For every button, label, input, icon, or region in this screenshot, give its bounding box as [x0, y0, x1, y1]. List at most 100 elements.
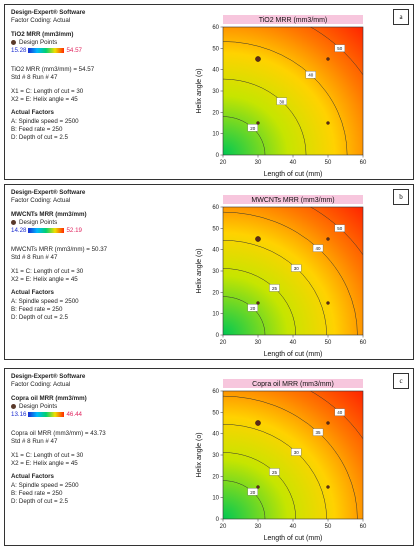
color-scale: 14.28 52.19: [11, 227, 181, 235]
x-tick-label: 40: [290, 340, 297, 346]
design-point: [326, 121, 330, 125]
value-line: MWCNTs MRR (mm3/mm) = 50.37: [11, 245, 108, 253]
y-tick-label: 40: [212, 248, 219, 254]
x-tick-label: 50: [325, 524, 332, 530]
panel-b: Design-Expert® Software Factor Coding: A…: [4, 184, 414, 360]
x-tick-label: 60: [360, 160, 367, 166]
colorbar: [28, 228, 65, 234]
software-title: Design-Expert® Software: [11, 373, 86, 380]
design-point: [256, 121, 260, 125]
x2-setting: X2 = E: Helix angle = 45: [11, 459, 78, 467]
x-tick-label: 20: [220, 524, 227, 530]
factor-coding: Factor Coding: Actual: [11, 17, 71, 25]
design-point: [326, 485, 330, 489]
y-tick-label: 20: [212, 290, 219, 296]
contour-label-box: [247, 304, 258, 312]
factor-coding: Factor Coding: Actual: [11, 381, 71, 389]
x2-setting: X2 = E: Helix angle = 45: [11, 95, 78, 103]
software-title: Design-Expert® Software: [11, 189, 86, 196]
y-tick-label: 20: [212, 474, 219, 480]
contour-label: 50: [337, 226, 343, 231]
title-banner: [223, 195, 363, 204]
x-tick-label: 50: [325, 340, 332, 346]
contour-label-box: [291, 264, 302, 272]
y-axis-label: Helix angle (o): [196, 432, 203, 477]
contour-label-box: [334, 224, 345, 232]
title-banner: [223, 379, 363, 388]
contour-label: 40: [308, 73, 314, 78]
x1-setting: X1 = C: Length of cut = 30: [11, 87, 84, 95]
contour-label-box: [291, 448, 302, 456]
actual-factors-title: Actual Factors: [11, 109, 54, 117]
design-points-label: Design Points: [19, 39, 58, 47]
design-point: [326, 57, 330, 61]
value-line: Copra oil MRR (mm3/mm) = 43.73: [11, 429, 106, 437]
range-high: 46.44: [66, 411, 82, 419]
y-axis-label: Helix angle (o): [196, 68, 203, 113]
factor-a: A: Spindle speed = 2500: [11, 481, 79, 489]
contour-label: 20: [250, 306, 256, 311]
design-point: [326, 237, 330, 241]
design-points-legend: Design Points: [11, 403, 181, 411]
std-run: Std # 8 Run # 47: [11, 74, 58, 82]
factor-a: A: Spindle speed = 2500: [11, 297, 79, 305]
x-tick-label: 20: [220, 340, 227, 346]
design-point: [326, 421, 330, 425]
contour-label: 20: [250, 126, 256, 131]
design-point: [256, 301, 260, 305]
factor-b: B: Feed rate = 250: [11, 125, 63, 133]
x-tick-label: 50: [325, 160, 332, 166]
response-title: TiO2 MRR (mm3/mm): [11, 30, 74, 38]
y-tick-label: 0: [216, 517, 220, 523]
contour-chart-a: TiO2 MRR (mm3/mm) 20 30 40 50 20 30 40 50 60 0 10 20…: [196, 15, 367, 178]
actual-factors-title: Actual Factors: [11, 289, 54, 297]
panel-a: Design-Expert® Software Factor Coding: A…: [4, 4, 414, 180]
colorbar: [28, 412, 65, 418]
factor-a: A: Spindle speed = 2500: [11, 117, 79, 125]
design-point-icon: [11, 219, 16, 225]
design-points-legend: Design Points: [11, 39, 181, 47]
panel-tag: c: [393, 373, 409, 389]
range-high: 54.57: [66, 47, 82, 55]
factor-d: D: Depth of cut = 2.5: [11, 314, 68, 322]
software-title: Design-Expert® Software: [11, 9, 86, 16]
y-tick-label: 40: [212, 68, 219, 74]
range-high: 52.19: [66, 227, 82, 235]
contour-label-box: [276, 97, 287, 105]
factor-d: D: Depth of cut = 2.5: [11, 498, 68, 506]
contour-label-box: [334, 44, 345, 52]
contour-label-box: [247, 488, 258, 496]
contour-label: 30: [279, 99, 285, 104]
chart-title: Copra oil MRR (mm3/mm): [252, 381, 334, 388]
contour-label-box: [305, 71, 316, 79]
contour-label: 20: [250, 490, 256, 495]
response-title: Copra oil MRR (mm3/mm): [11, 394, 87, 402]
y-tick-label: 60: [212, 25, 219, 31]
std-run: Std # 8 Run # 47: [11, 438, 58, 446]
panel-c: Design-Expert® Software Factor Coding: A…: [4, 368, 414, 546]
y-tick-label: 30: [212, 269, 219, 275]
design-points-legend: Design Points: [11, 219, 181, 227]
y-tick-label: 10: [212, 132, 219, 138]
x-axis-label: Length of cut (mm): [264, 351, 323, 358]
y-tick-label: 60: [212, 389, 219, 395]
contour-chart-c: Copra oil MRR (mm3/mm) 20 25 30 35 40 20 30 40 50…: [196, 379, 367, 542]
design-point: [255, 56, 261, 62]
contour-label-box: [247, 124, 258, 132]
range-low: 14.28: [11, 227, 27, 235]
y-axis-label: Helix angle (o): [196, 248, 203, 293]
x1-setting: X1 = C: Length of cut = 30: [11, 267, 84, 275]
factor-b: B: Feed rate = 250: [11, 489, 63, 497]
contour-label: 50: [337, 46, 343, 51]
x-tick-label: 40: [290, 524, 297, 530]
contour-label: 40: [316, 246, 322, 251]
design-point: [255, 420, 261, 426]
y-tick-label: 50: [212, 410, 219, 416]
y-tick-label: 60: [212, 205, 219, 211]
info-block: Design-Expert® Software Factor Coding: A…: [11, 373, 181, 507]
contour-label-box: [312, 428, 324, 436]
info-block: Design-Expert® Software Factor Coding: A…: [11, 189, 181, 323]
y-tick-label: 0: [216, 333, 220, 339]
factor-d: D: Depth of cut = 2.5: [11, 134, 68, 142]
y-tick-label: 10: [212, 496, 219, 502]
